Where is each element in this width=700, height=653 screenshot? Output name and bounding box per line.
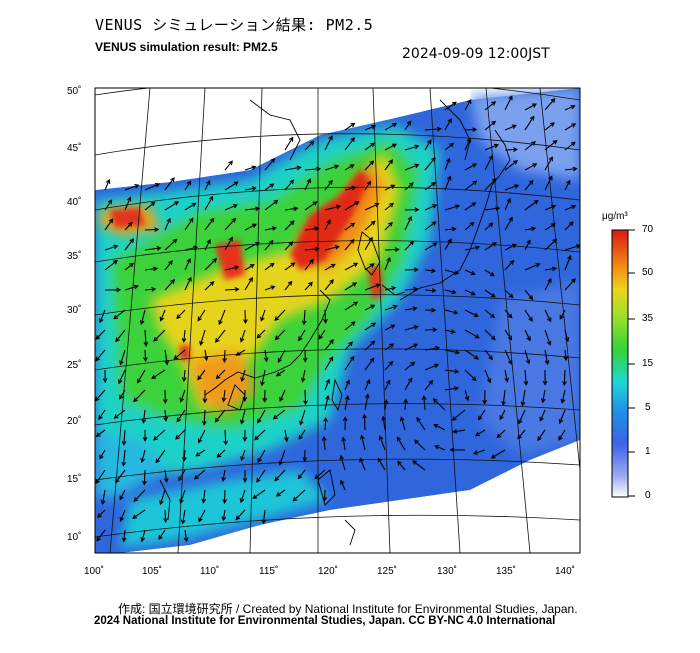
colorbar-label: 15 [642,358,653,369]
lat-label: 30˚ [67,305,81,316]
colorbar-label: 35 [642,313,653,324]
colorbar-label: 0 [645,490,651,501]
lat-label: 10˚ [67,532,81,543]
colorbar-unit: μg/m³ [602,211,628,222]
lon-label: 110˚ [200,566,219,577]
lon-label: 115˚ [259,566,278,577]
lon-label: 100˚ [84,566,104,577]
colorbar-label: 1 [645,446,651,457]
lon-label: 130˚ [437,566,457,577]
wind-arrow [225,490,226,503]
credit-line-2: 2024 National Institute for Environmenta… [94,615,555,627]
colorbar-label: 70 [642,224,653,235]
lon-label: 105˚ [142,566,162,577]
wind-arrow [364,415,365,430]
wind-arrow [145,229,158,230]
colorbar-ticks [628,230,635,496]
wind-arrow [564,370,565,385]
wind-arrow [144,470,145,485]
lat-label: 25˚ [67,360,81,371]
lon-label: 120˚ [318,566,338,577]
lon-label: 140˚ [555,566,575,577]
colorbar [612,230,628,497]
lat-label: 20˚ [67,416,81,427]
wind-arrow [305,390,306,404]
wind-arrow [325,310,326,323]
lon-label: 125˚ [377,566,397,577]
wind-arrow [385,249,399,250]
lat-label: 40˚ [67,197,81,208]
lat-label: 50˚ [67,86,81,97]
colorbar-label: 5 [645,402,651,413]
lat-label: 45˚ [67,143,81,154]
pm25-field [95,88,580,553]
lat-label: 35˚ [67,251,81,262]
wind-arrow [245,310,246,323]
colorbar-label: 50 [642,267,653,278]
lat-label: 15˚ [67,474,81,485]
lon-label: 135˚ [496,566,516,577]
